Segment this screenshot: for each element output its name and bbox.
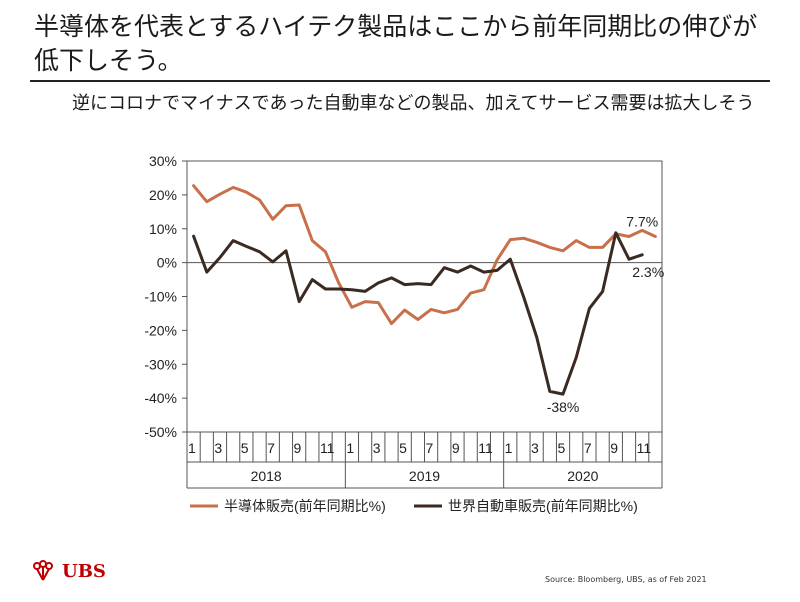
title-divider [30,80,770,82]
x-tick-label: 5 [241,440,249,456]
x-year-label: 2018 [251,468,282,484]
series-line-0 [192,184,657,326]
x-tick-label: 9 [452,440,460,456]
x-tick-label: 7 [426,440,434,456]
data-label: 2.3% [632,264,664,280]
x-tick-label: 11 [320,440,335,456]
x-tick-label: 3 [531,440,539,456]
y-tick-label: -10% [144,289,177,305]
x-tick-label: 7 [584,440,592,456]
x-tick-label: 5 [557,440,565,456]
y-tick-label: 0% [157,255,177,271]
keys-icon [33,560,53,581]
x-tick-label: 11 [637,440,652,456]
x-year-label: 2020 [567,468,598,484]
series-line-1 [192,231,644,396]
x-tick-label: 5 [399,440,407,456]
annotation-layer: 7.7% 2.3% -38% [547,214,664,416]
x-tick-label: 11 [478,440,493,456]
x-tick-label: 7 [267,440,275,456]
y-tick-label: 30% [149,153,177,169]
y-tick-label: -40% [144,390,177,406]
x-tick-label: 1 [505,440,513,456]
x-tick-label: 1 [346,440,354,456]
logo-text: UBS [62,560,106,582]
legend: 半導体販売(前年同期比%) 世界自動車販売(前年同期比%) [190,498,638,514]
ubs-logo: UBS [30,560,106,582]
source-note: Source: Bloomberg, UBS, as of Feb 2021 [545,575,707,584]
series-layer [192,184,657,396]
legend-label-1: 世界自動車販売(前年同期比%) [448,498,638,514]
plot-border [186,160,663,433]
y-tick-label: -50% [144,424,177,440]
y-axis-ticks: 30% 20% 10% 0% -10% -20% -30% -40% -50% [144,153,187,440]
data-label: -38% [547,399,580,415]
x-tick-label: 1 [188,440,196,456]
page-subtitle: 逆にコロナでマイナスであった自動車などの製品、加えてサービス需要は拡大しそう [72,93,755,114]
chart-frame [186,160,663,489]
y-tick-label: -20% [144,322,177,338]
y-tick-label: -30% [144,356,177,372]
page-title: 半導体を代表とするハイテク製品はここから前年同期比の伸びが低下しそう。 [34,12,758,75]
legend-label-0: 半導体販売(前年同期比%) [224,498,386,514]
data-label: 7.7% [626,214,658,230]
x-tick-label: 3 [373,440,381,456]
y-tick-label: 10% [149,221,177,237]
x-year-label: 2019 [409,468,440,484]
x-tick-label: 9 [610,440,618,456]
x-tick-label: 3 [214,440,222,456]
y-tick-label: 20% [149,187,177,203]
x-tick-label: 9 [294,440,302,456]
